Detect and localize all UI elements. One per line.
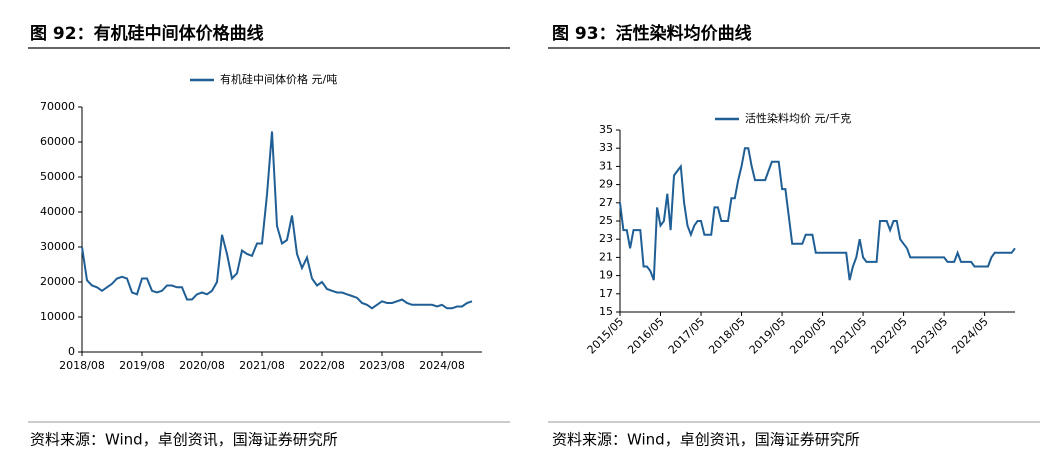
y-tick-label: 25 (599, 214, 613, 227)
y-tick-label: 29 (599, 178, 613, 191)
y-tick-label: 15 (599, 305, 613, 318)
series-line (81, 131, 473, 310)
x-tick-label: 2024/05 (949, 315, 991, 357)
y-tick-label: 33 (599, 141, 613, 154)
y-tick-label: 70000 (40, 100, 75, 113)
y-tick-label: 50000 (40, 170, 75, 183)
series-line (619, 147, 1016, 281)
y-tick-label: 30000 (40, 240, 75, 253)
x-tick-label: 2015/05 (585, 315, 627, 357)
y-tick-label: 60000 (40, 135, 75, 148)
y-tick-label: 10000 (40, 310, 75, 323)
y-tick-label: 23 (599, 232, 613, 245)
y-tick-label: 27 (599, 196, 613, 209)
x-tick-label: 2016/05 (625, 315, 667, 357)
x-tick-label: 2019/05 (747, 315, 789, 357)
x-tick-label: 2021/05 (828, 315, 870, 357)
chart-title: 图 93：活性染料均价曲线 (552, 23, 752, 44)
legend-label: 有机硅中间体价格 元/吨 (220, 72, 337, 86)
x-tick-label: 2019/08 (119, 359, 165, 372)
y-tick-label: 35 (599, 123, 613, 136)
x-tick-label: 2024/08 (419, 359, 465, 372)
legend-label: 活性染料均价 元/千克 (745, 111, 851, 125)
source-note: 资料来源：Wind，卓创资讯，国海证券研究所 (30, 431, 338, 449)
source-note: 资料来源：Wind，卓创资讯，国海证券研究所 (552, 431, 860, 449)
y-tick-label: 0 (68, 345, 75, 358)
y-tick-label: 19 (599, 269, 613, 282)
x-tick-label: 2018/08 (59, 359, 105, 372)
x-tick-label: 2023/08 (359, 359, 405, 372)
y-tick-label: 40000 (40, 205, 75, 218)
x-tick-label: 2020/05 (787, 315, 829, 357)
x-tick-label: 2022/08 (299, 359, 345, 372)
x-tick-label: 2020/08 (179, 359, 225, 372)
y-tick-label: 20000 (40, 275, 75, 288)
x-tick-label: 2022/05 (868, 315, 910, 357)
chart-title: 图 92：有机硅中间体价格曲线 (30, 23, 264, 44)
y-tick-label: 31 (599, 159, 613, 172)
x-tick-label: 2023/05 (909, 315, 951, 357)
x-tick-label: 2021/08 (239, 359, 285, 372)
y-tick-label: 21 (599, 250, 613, 263)
x-tick-label: 2018/05 (706, 315, 748, 357)
x-tick-label: 2017/05 (666, 315, 708, 357)
y-tick-label: 17 (599, 287, 613, 300)
